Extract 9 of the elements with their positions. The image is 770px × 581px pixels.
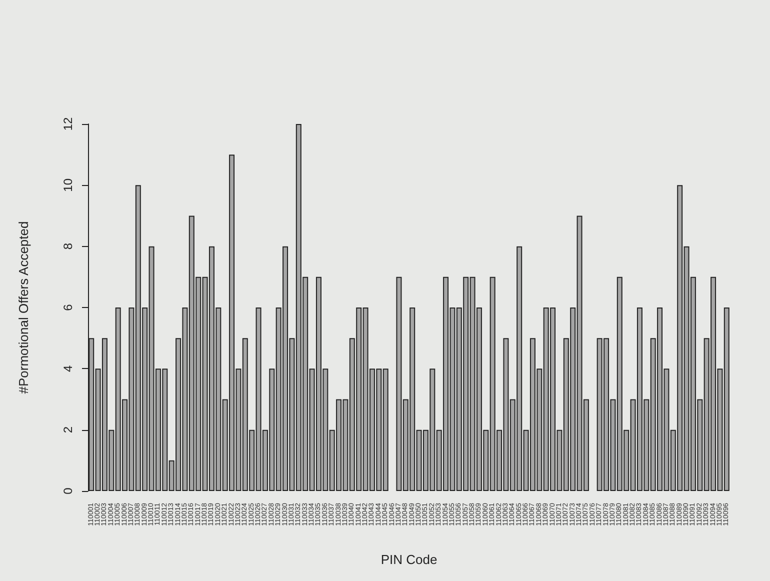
y-axis-title: #Pormotional Offers Accepted <box>16 221 31 394</box>
y-tick-label: 0 <box>61 487 75 494</box>
y-tick-label: 2 <box>61 426 75 434</box>
y-tick-label: 12 <box>61 117 75 131</box>
x-axis-title: PIN Code <box>380 552 438 567</box>
y-tick-label: 4 <box>61 365 75 372</box>
y-tick-label: 10 <box>61 178 75 192</box>
y-tick-label: 6 <box>61 304 75 311</box>
y-tick-label: 8 <box>61 242 75 250</box>
